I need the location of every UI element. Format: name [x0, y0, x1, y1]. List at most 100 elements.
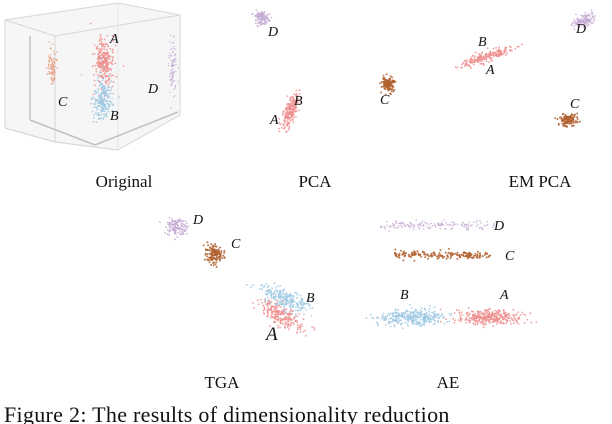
scatter-point — [169, 221, 172, 224]
tga-cluster-label-a: A — [264, 324, 278, 345]
scatter-point — [401, 253, 404, 256]
scatter-point — [530, 321, 533, 324]
scatter-point — [295, 105, 297, 108]
scatter-point — [420, 255, 423, 258]
scatter-point — [291, 319, 293, 321]
scatter-point — [114, 44, 117, 47]
scatter-point — [575, 22, 578, 25]
scatter-point — [287, 320, 290, 323]
scatter-point — [256, 299, 259, 302]
scatter-point — [111, 85, 114, 88]
scatter-point — [92, 93, 95, 95]
scatter-point — [278, 311, 281, 313]
scatter-point — [369, 313, 372, 316]
scatter-point — [422, 224, 425, 227]
scatter-point — [174, 61, 177, 63]
scatter-point — [488, 321, 491, 324]
scatter-point — [498, 55, 501, 58]
scatter-point — [304, 329, 307, 332]
scatter-point — [460, 318, 463, 321]
scatter-point — [462, 62, 465, 65]
scatter-point — [103, 45, 106, 48]
scatter-point — [276, 302, 278, 305]
scatter-point — [384, 228, 386, 230]
scatter-point — [499, 310, 501, 313]
scatter-point — [263, 313, 266, 315]
scatter-point — [512, 319, 515, 322]
scatter-point — [250, 13, 253, 16]
scatter-point — [255, 9, 258, 12]
scatter-point — [270, 297, 273, 299]
scatter-point — [211, 247, 214, 250]
scatter-point — [414, 308, 417, 311]
scatter-point — [468, 64, 470, 67]
scatter-point — [487, 314, 490, 317]
scatter-point — [434, 226, 437, 228]
scatter-point — [483, 59, 486, 61]
scatter-point — [500, 51, 503, 54]
scatter-point — [295, 95, 298, 98]
scatter-point — [505, 54, 507, 56]
scatter-point — [392, 81, 395, 84]
scatter-point — [99, 82, 102, 84]
scatter-point — [215, 266, 218, 268]
scatter-point — [486, 316, 489, 319]
scatter-point — [168, 55, 170, 57]
scatter-point — [289, 112, 292, 114]
scatter-point — [386, 221, 388, 223]
scatter-point — [387, 79, 390, 82]
scatter-point — [394, 253, 397, 256]
scatter-point — [207, 259, 210, 262]
scatter-point — [394, 308, 397, 311]
scatter-point — [211, 249, 214, 252]
scatter-point — [117, 96, 120, 99]
scatter-point — [266, 304, 269, 307]
scatter-point — [504, 315, 507, 318]
scatter-point — [289, 305, 291, 308]
scatter-point — [285, 302, 288, 305]
scatter-point — [478, 227, 481, 229]
scatter-point — [577, 20, 580, 23]
scatter-point — [101, 61, 103, 63]
scatter-point — [410, 317, 413, 319]
scatter-point — [497, 48, 500, 50]
scatter-point — [480, 315, 482, 318]
scatter-point — [383, 318, 385, 320]
scatter-point — [104, 43, 106, 45]
scatter-point — [392, 90, 395, 93]
scatter-point — [272, 297, 274, 299]
scatter-point — [570, 122, 572, 125]
scatter-point — [579, 23, 582, 26]
scatter-point — [477, 224, 479, 226]
scatter-point — [258, 287, 261, 290]
scatter-point — [472, 63, 475, 66]
scatter-point — [283, 307, 286, 310]
scatter-point — [492, 320, 495, 323]
scatter-point — [392, 318, 395, 321]
scatter-point — [46, 73, 49, 75]
scatter-point — [504, 311, 507, 314]
scatter-point — [477, 58, 479, 61]
scatter-point — [308, 299, 311, 301]
scatter-point — [580, 20, 583, 23]
scatter-point — [454, 66, 457, 69]
scatter-point — [169, 52, 171, 55]
scatter-point — [375, 321, 378, 324]
original-cluster-label-b: B — [110, 109, 119, 124]
scatter-point — [394, 319, 397, 321]
scatter-point — [281, 113, 284, 116]
scatter-point — [465, 223, 467, 226]
scatter-point — [263, 11, 266, 13]
scatter-point — [172, 68, 174, 71]
scatter-point — [169, 41, 171, 43]
scatter-point — [402, 251, 405, 254]
scatter-point — [215, 261, 218, 264]
scatter-point — [93, 106, 96, 108]
scatter-point — [585, 16, 587, 18]
scatter-point — [169, 48, 172, 51]
scatter-point — [295, 110, 298, 113]
scatter-point — [181, 228, 183, 230]
scatter-point — [502, 317, 505, 320]
scatter-point — [564, 114, 567, 117]
original-cluster-a — [89, 22, 125, 100]
